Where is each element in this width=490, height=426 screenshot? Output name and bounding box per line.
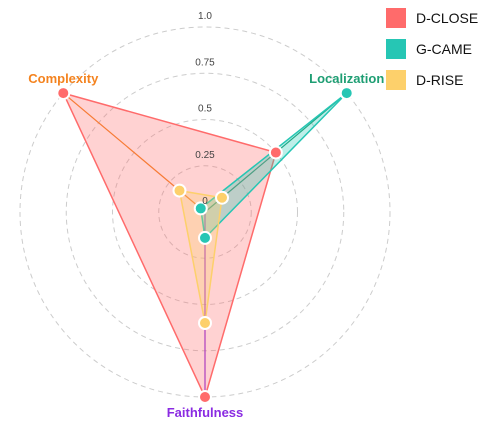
tick-label-1-0: 1.0: [198, 11, 212, 22]
tick-label-0: 0: [202, 196, 208, 207]
tick-label-0-75: 0.75: [195, 57, 215, 68]
point-d-close-faithfulness[interactable]: [198, 390, 212, 404]
legend-swatch-d-close: [386, 8, 406, 28]
legend-label-g-came: G-CAME: [416, 41, 472, 57]
tick-label-0-25: 0.25: [195, 150, 215, 161]
point-d-rise-complexity[interactable]: [172, 183, 187, 198]
series-points: [56, 86, 354, 404]
point-g-came-faithfulness[interactable]: [198, 230, 212, 245]
axis-label-faithfulness: Faithfulness: [167, 405, 244, 420]
point-g-came-localization[interactable]: [339, 86, 354, 101]
point-d-rise-faithfulness[interactable]: [198, 316, 212, 330]
legend-label-d-rise: D-RISE: [416, 72, 463, 88]
legend-item-d-rise[interactable]: D-RISE: [386, 70, 463, 90]
tick-label-0-5: 0.5: [198, 104, 212, 115]
axis-labels: Localization Faithfulness Complexity: [28, 71, 384, 420]
legend-swatch-g-came: [386, 39, 406, 59]
legend-swatch-d-rise: [386, 70, 406, 90]
axis-label-complexity: Complexity: [28, 71, 99, 86]
series-polygons: [62, 92, 348, 398]
point-d-close-localization[interactable]: [268, 145, 283, 160]
series-area-d-close: [62, 92, 277, 398]
point-d-rise-localization[interactable]: [215, 190, 230, 205]
axis-label-localization: Localization: [309, 71, 384, 86]
point-g-came-complexity[interactable]: [193, 201, 208, 216]
series-area-d-rise: [178, 189, 223, 324]
legend-label-d-close: D-CLOSE: [416, 10, 478, 26]
legend-item-g-came[interactable]: G-CAME: [386, 39, 472, 59]
legend: D-CLOSE G-CAME D-RISE: [386, 8, 478, 90]
tick-labels: 0 0.25 0.5 0.75 1.0: [195, 11, 215, 207]
legend-item-d-close[interactable]: D-CLOSE: [386, 8, 478, 28]
point-d-close-complexity[interactable]: [56, 86, 71, 101]
